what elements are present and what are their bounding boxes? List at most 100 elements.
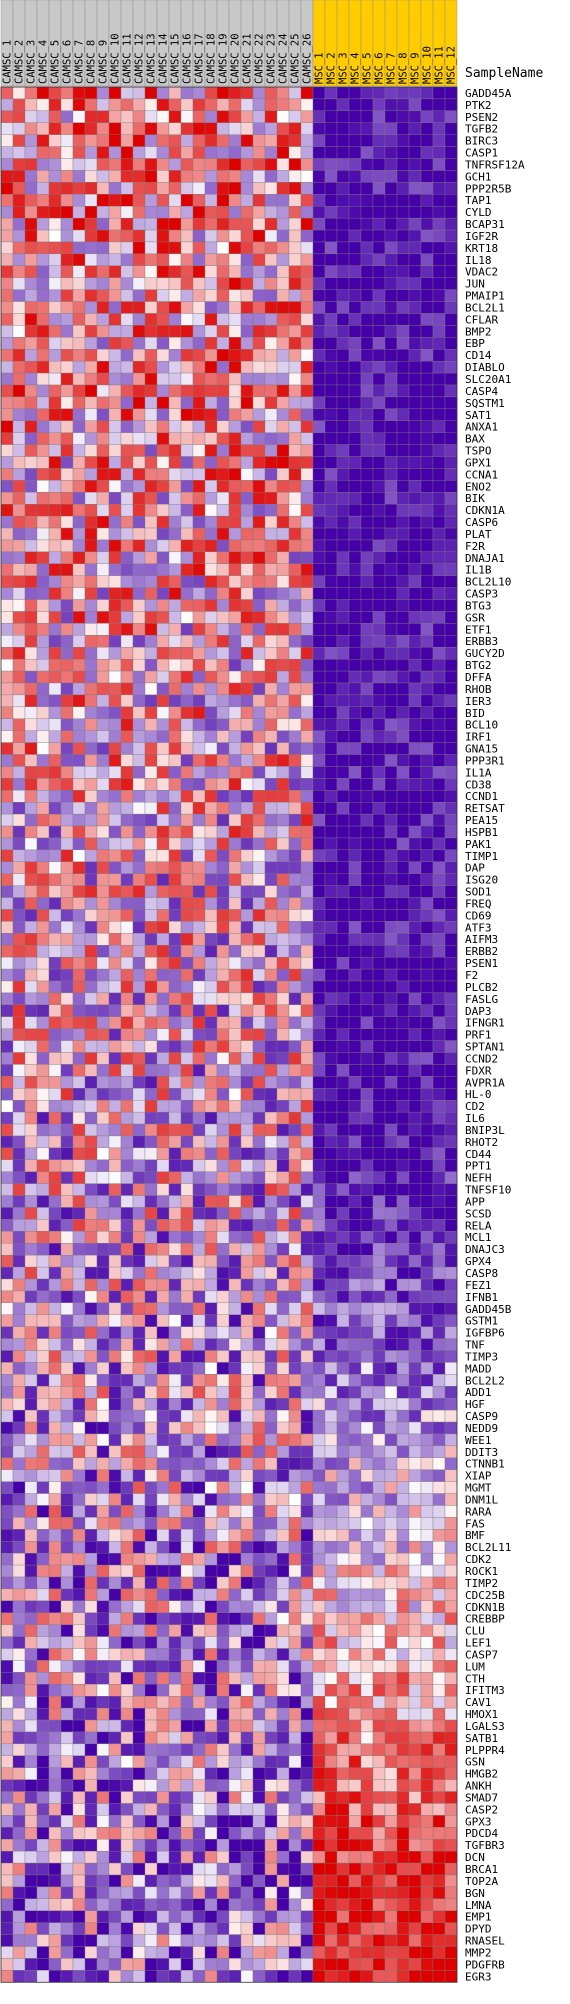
heatmap-cell — [181, 1446, 193, 1458]
column-label: CAMSC_12 — [134, 33, 146, 84]
heatmap-cell — [229, 1577, 241, 1589]
heatmap-cell — [97, 480, 109, 492]
heatmap-cell — [361, 1470, 373, 1482]
heatmap-cell — [1, 1351, 13, 1363]
heatmap-cell — [49, 981, 61, 993]
heatmap-cell — [337, 1100, 349, 1112]
heatmap-cell — [385, 1291, 397, 1303]
heatmap-cell — [445, 1219, 457, 1231]
heatmap-cell — [253, 1076, 265, 1088]
heatmap-cell — [133, 1339, 145, 1351]
heatmap-cell — [397, 993, 409, 1005]
heatmap-cell — [397, 1207, 409, 1219]
heatmap-cell — [277, 1136, 289, 1148]
heatmap-cell — [253, 766, 265, 778]
heatmap-cell — [169, 194, 181, 206]
heatmap-cell — [157, 1160, 169, 1172]
heatmap-cell — [169, 1541, 181, 1553]
heatmap-cell — [325, 516, 337, 528]
heatmap-cell — [337, 302, 349, 314]
heatmap-cell — [337, 886, 349, 898]
heatmap-cell — [325, 1517, 337, 1529]
heatmap-cell — [445, 87, 457, 99]
heatmap-cell — [85, 921, 97, 933]
heatmap-cell — [1, 1017, 13, 1029]
heatmap-cell — [1, 1482, 13, 1494]
heatmap-cell — [217, 635, 229, 647]
heatmap-cell — [373, 194, 385, 206]
heatmap-cell — [397, 886, 409, 898]
column-label: CAMSC_18 — [206, 33, 218, 84]
heatmap-cell — [181, 99, 193, 111]
heatmap-cell — [433, 1255, 445, 1267]
heatmap-cell — [277, 1339, 289, 1351]
heatmap-cell — [181, 87, 193, 99]
heatmap-cell — [1, 1053, 13, 1065]
heatmap-cell — [313, 1064, 325, 1076]
heatmap-cell — [49, 313, 61, 325]
heatmap-cell — [157, 1029, 169, 1041]
heatmap-cell — [133, 170, 145, 182]
heatmap-cell — [373, 576, 385, 588]
heatmap-cell — [145, 266, 157, 278]
heatmap-cell — [1, 337, 13, 349]
heatmap-cell — [13, 1505, 25, 1517]
heatmap-cell — [217, 1029, 229, 1041]
heatmap-cell — [241, 1064, 253, 1076]
heatmap-cell — [13, 254, 25, 266]
heatmap-cell — [97, 814, 109, 826]
heatmap-cell — [421, 1160, 433, 1172]
heatmap-cell — [301, 1112, 313, 1124]
heatmap-cell — [253, 1577, 265, 1589]
heatmap-cell — [61, 230, 73, 242]
heatmap-cell — [217, 1398, 229, 1410]
heatmap-cell — [349, 1017, 361, 1029]
heatmap-cell — [325, 1505, 337, 1517]
heatmap-cell — [109, 1207, 121, 1219]
heatmap-cell — [301, 1172, 313, 1184]
heatmap-cell — [277, 361, 289, 373]
heatmap-cell — [85, 147, 97, 159]
heatmap-cell — [301, 778, 313, 790]
heatmap-cell — [193, 540, 205, 552]
heatmap-cell — [181, 1374, 193, 1386]
heatmap-cell — [121, 325, 133, 337]
heatmap-cell — [421, 611, 433, 623]
heatmap-cell — [157, 123, 169, 135]
heatmap-cell — [241, 385, 253, 397]
heatmap-cell — [277, 1553, 289, 1565]
heatmap-cell — [13, 111, 25, 123]
heatmap-cell — [337, 683, 349, 695]
heatmap-cell — [49, 874, 61, 886]
heatmap-cell — [1, 230, 13, 242]
heatmap-cell — [229, 468, 241, 480]
heatmap-cell — [349, 230, 361, 242]
heatmap-cell — [337, 1541, 349, 1553]
heatmap-cell — [277, 707, 289, 719]
heatmap-cell — [97, 790, 109, 802]
heatmap-cell — [313, 1494, 325, 1506]
heatmap-cell — [13, 1410, 25, 1422]
heatmap-cell — [109, 1148, 121, 1160]
heatmap-cell — [37, 1196, 49, 1208]
heatmap-cell — [25, 421, 37, 433]
heatmap-cell — [217, 266, 229, 278]
heatmap-cell — [325, 421, 337, 433]
heatmap-cell — [85, 1446, 97, 1458]
heatmap-cell — [373, 1482, 385, 1494]
heatmap-cell — [157, 313, 169, 325]
heatmap-cell — [265, 230, 277, 242]
heatmap-cell — [445, 1148, 457, 1160]
heatmap-cell — [49, 790, 61, 802]
heatmap-cell — [109, 1386, 121, 1398]
heatmap-cell — [397, 313, 409, 325]
heatmap-cell — [13, 969, 25, 981]
heatmap-cell — [409, 1362, 421, 1374]
heatmap-cell — [253, 1398, 265, 1410]
heatmap-cell — [193, 635, 205, 647]
heatmap-cell — [433, 1148, 445, 1160]
heatmap-cell — [193, 468, 205, 480]
heatmap-cell — [133, 409, 145, 421]
heatmap-cell — [49, 623, 61, 635]
heatmap-cell — [217, 290, 229, 302]
